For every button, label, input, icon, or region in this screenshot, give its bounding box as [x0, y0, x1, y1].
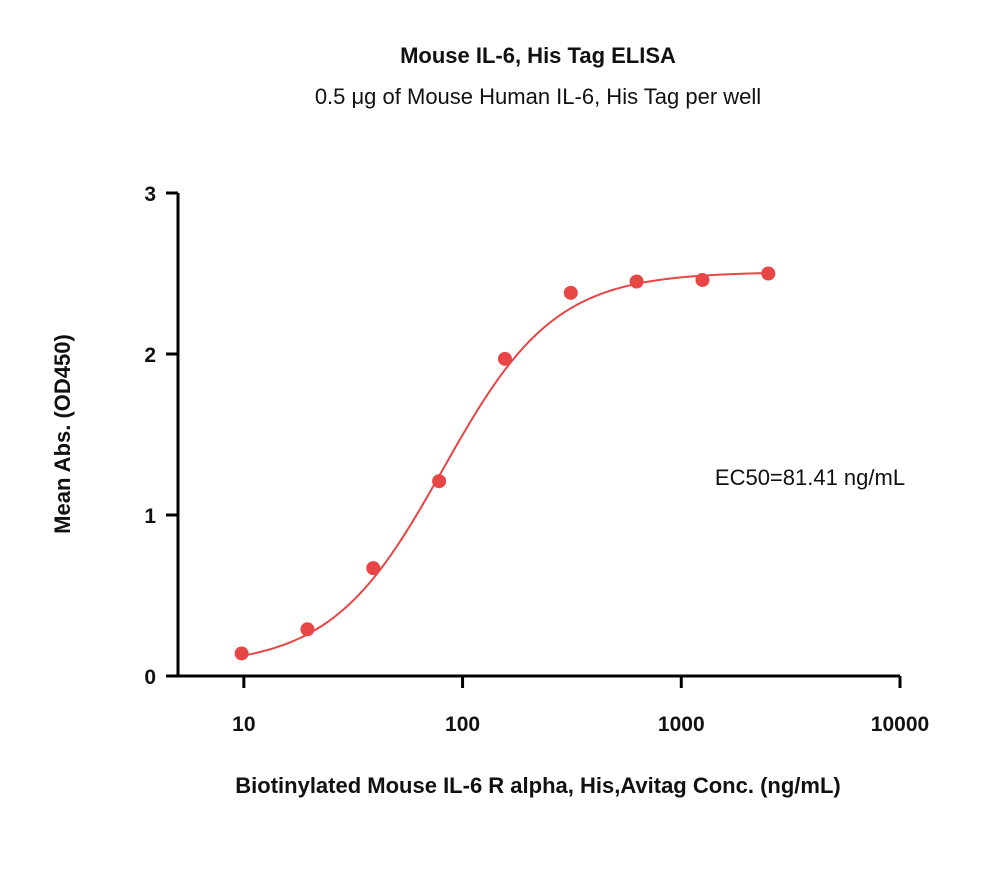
ec50-annotation: EC50=81.41 ng/mL — [715, 465, 905, 490]
data-point — [563, 285, 578, 300]
data-point — [366, 561, 381, 576]
y-tick-label: 3 — [144, 183, 156, 206]
y-ticks: 0 1 2 3 — [144, 183, 178, 689]
data-point — [432, 474, 447, 489]
y-tick-label: 1 — [144, 505, 156, 528]
y-axis-label: Mean Abs. (OD450) — [50, 334, 75, 534]
data-points — [234, 266, 776, 661]
data-point — [629, 274, 644, 289]
y-tick-label: 2 — [144, 344, 156, 367]
x-tick-label: 100 — [445, 713, 480, 736]
fit-curve — [241, 272, 769, 657]
x-tick-label: 10000 — [871, 713, 929, 736]
chart-title: Mouse IL-6, His Tag ELISA — [400, 43, 676, 68]
data-point — [497, 351, 512, 366]
x-axis-label: Biotinylated Mouse IL-6 R alpha, His,Avi… — [235, 773, 840, 798]
axes — [176, 193, 900, 678]
y-tick-label: 0 — [144, 666, 156, 689]
x-tick-label: 10 — [232, 713, 255, 736]
x-tick-label: 1000 — [658, 713, 705, 736]
data-point — [695, 272, 710, 287]
data-point — [761, 266, 776, 281]
data-point — [234, 646, 249, 661]
x-ticks: 10 100 1000 10000 — [232, 676, 929, 736]
data-point — [300, 622, 315, 637]
chart-subtitle: 0.5 μg of Mouse Human IL-6, His Tag per … — [315, 84, 761, 109]
